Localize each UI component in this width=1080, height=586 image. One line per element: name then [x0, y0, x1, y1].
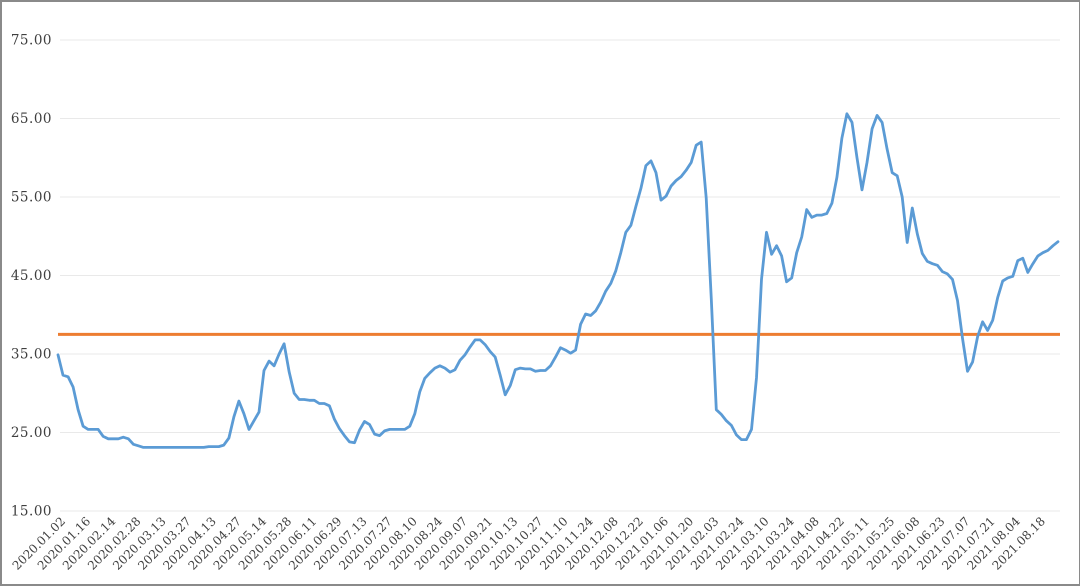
y-axis-tick-label: 75.00 [11, 33, 52, 49]
y-axis-tick-label: 15.00 [11, 504, 52, 520]
y-axis-tick-label: 35.00 [11, 347, 52, 363]
price-line-series [56, 112, 1060, 449]
y-axis-tick-label: 65.00 [11, 111, 52, 127]
y-axis-tick-label: 55.00 [11, 190, 52, 206]
y-axis-tick-label: 25.00 [11, 425, 52, 441]
y-axis-tick-label: 45.00 [11, 268, 52, 284]
